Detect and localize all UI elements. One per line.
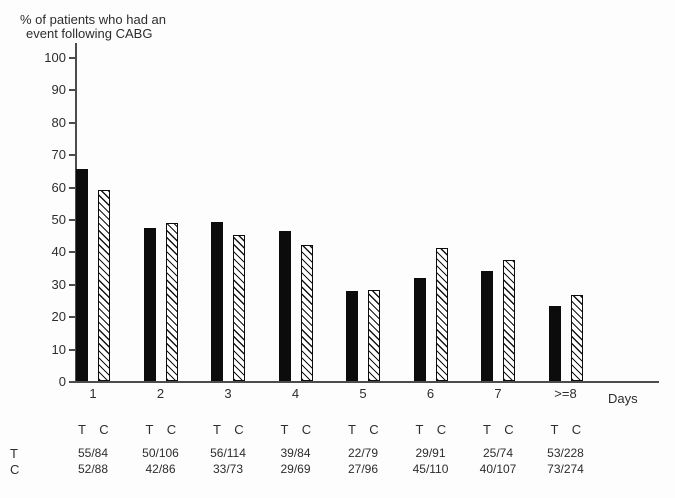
- chart-title-line1: % of patients who had an: [20, 12, 166, 27]
- counts-cell-C-day->=8: 73/274: [547, 462, 584, 476]
- bar-C-day->=8: [570, 295, 583, 381]
- y-tick-label: 0: [58, 374, 66, 389]
- counts-row-label-t: T: [10, 446, 18, 461]
- x-cat-label-3: 3: [224, 386, 232, 401]
- tc-sublabel-T-day-2: T: [145, 422, 154, 437]
- bar-C-day-5: [368, 290, 380, 381]
- bar-T-day-2: [143, 228, 156, 381]
- x-cat-label-5: 5: [359, 386, 367, 401]
- counts-cell-T-day-7: 25/74: [482, 446, 514, 460]
- y-tick-mark: [69, 316, 76, 319]
- y-tick-mark: [69, 219, 76, 221]
- tc-sublabel-C-day-3: C: [234, 422, 244, 437]
- y-tick-label: 100: [44, 50, 66, 65]
- chart-title: % of patients who had an event following…: [20, 13, 166, 41]
- bar-C-day-2: [165, 223, 178, 381]
- bar-T-day-6: [413, 278, 426, 381]
- x-axis-line: [74, 381, 659, 383]
- counts-cell-T-day->=8: 53/228: [547, 446, 584, 460]
- y-tick-label: 60: [51, 179, 66, 195]
- tc-sublabel-T-day-6: T: [415, 422, 424, 437]
- x-cat-label-6: 6: [426, 386, 435, 401]
- counts-cell-T-day-2: 50/106: [142, 446, 179, 460]
- counts-cell-T-day-4: 39/84: [280, 446, 311, 460]
- tc-sublabel-C-day-5: C: [369, 422, 379, 437]
- y-tick-mark: [69, 57, 76, 59]
- y-tick-mark: [69, 89, 76, 92]
- tc-sublabel-T-day-4: T: [280, 422, 289, 437]
- bar-C-day-3: [233, 235, 245, 381]
- tc-sublabel-T-day-7: T: [483, 422, 491, 437]
- y-tick-label: 80: [51, 114, 66, 130]
- tc-sublabel-C-day-7: C: [504, 422, 514, 437]
- y-tick-mark: [69, 121, 76, 124]
- counts-cell-C-day-1: 52/88: [77, 462, 109, 476]
- x-cat-label->=8: >=8: [554, 386, 577, 401]
- y-tick-mark: [69, 348, 76, 351]
- bar-T-day-4: [278, 231, 291, 381]
- y-tick-label: 10: [51, 341, 66, 357]
- tc-sublabel-T-day-5: T: [348, 422, 356, 437]
- bar-C-day-7: [503, 260, 515, 381]
- counts-cell-C-day-3: 33/73: [212, 462, 244, 476]
- x-axis-title: Days: [608, 391, 638, 406]
- tc-sublabel-C-day-2: C: [166, 422, 177, 437]
- tc-sublabel-T-day-3: T: [213, 422, 221, 437]
- bar-C-day-1: [98, 190, 110, 381]
- tc-sublabel-C-day-1: C: [99, 422, 109, 437]
- bar-T-day-1: [76, 169, 88, 381]
- y-tick-mark: [69, 381, 76, 383]
- chart-title-line2: event following CABG: [26, 26, 153, 41]
- tc-sublabel-T-day-1: T: [78, 422, 86, 437]
- y-tick-mark: [69, 251, 76, 254]
- counts-cell-T-day-5: 22/79: [347, 446, 379, 460]
- counts-cell-C-day-4: 29/69: [280, 462, 311, 476]
- y-tick-label: 50: [51, 212, 66, 227]
- x-cat-label-2: 2: [156, 386, 165, 401]
- bar-C-day-6: [435, 248, 448, 381]
- x-cat-label-1: 1: [89, 386, 97, 401]
- counts-cell-C-day-5: 27/96: [347, 462, 379, 476]
- bar-T-day-7: [481, 271, 493, 381]
- y-tick-mark: [69, 283, 76, 286]
- tc-sublabel-C-day-6: C: [436, 422, 447, 437]
- x-cat-label-7: 7: [494, 386, 502, 401]
- y-tick-label: 40: [51, 244, 66, 260]
- counts-cell-C-day-7: 40/107: [479, 462, 517, 476]
- y-tick-label: 30: [51, 276, 66, 292]
- counts-cell-T-day-6: 29/91: [415, 446, 446, 460]
- y-tick-mark: [69, 154, 76, 157]
- bar-C-day-4: [300, 245, 313, 381]
- counts-cell-T-day-1: 55/84: [77, 446, 109, 460]
- y-tick-mark: [69, 186, 76, 189]
- tc-sublabel-T-day->=8: T: [550, 422, 559, 437]
- y-tick-label: 90: [51, 82, 66, 98]
- y-tick-label: 20: [51, 309, 66, 325]
- counts-row-label-c: C: [10, 462, 20, 477]
- y-tick-label: 70: [51, 147, 66, 163]
- tc-sublabel-C-day->=8: C: [571, 422, 582, 437]
- counts-cell-C-day-6: 45/110: [412, 462, 449, 476]
- x-cat-label-4: 4: [291, 386, 300, 401]
- tc-sublabel-C-day-4: C: [301, 422, 312, 437]
- bar-T-day-5: [346, 291, 358, 381]
- counts-cell-C-day-2: 42/86: [145, 462, 176, 476]
- bar-T-day-3: [211, 222, 223, 381]
- bar-T-day->=8: [548, 306, 561, 381]
- counts-cell-T-day-3: 56/114: [210, 446, 246, 460]
